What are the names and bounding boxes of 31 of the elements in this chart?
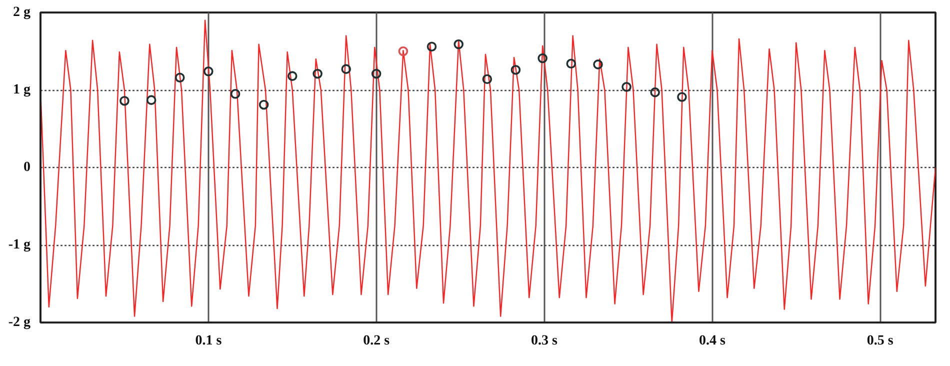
x-tick-label: 0.2 s [363, 334, 390, 348]
x-tick-label: 0.4 s [698, 334, 726, 348]
point [398, 46, 408, 56]
point [677, 92, 687, 102]
point [538, 53, 548, 64]
point [482, 74, 492, 84]
point [204, 66, 214, 76]
point [371, 68, 382, 79]
point [510, 64, 521, 75]
y-tick-label: 0 [24, 160, 30, 175]
point [258, 100, 269, 110]
point [312, 68, 322, 79]
point [120, 96, 130, 106]
x-tick-label: 0.5 s [866, 334, 894, 348]
point [454, 39, 464, 50]
point [426, 42, 437, 52]
point [341, 64, 352, 74]
point [650, 87, 660, 98]
point [593, 60, 603, 70]
point [622, 82, 632, 92]
point [287, 71, 298, 81]
point [566, 58, 576, 69]
point [174, 72, 185, 82]
x-tick-label: 0.3 s [531, 334, 558, 348]
x-tick-label: 0.1 s [195, 334, 222, 348]
y-tick-label: -2 g [8, 315, 31, 330]
y-tick-label: -1 g [8, 238, 31, 252]
y-tick-label: 1 g [13, 82, 30, 98]
point [146, 95, 156, 105]
point [230, 88, 240, 99]
y-tick-label: 2 g [13, 5, 30, 20]
